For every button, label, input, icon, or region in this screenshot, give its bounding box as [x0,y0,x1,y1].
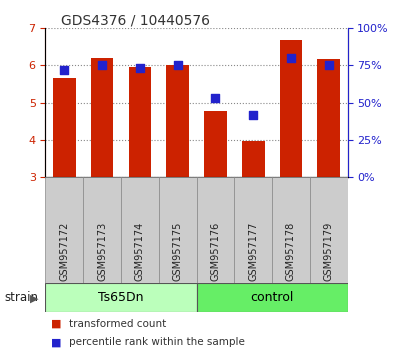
Text: GSM957177: GSM957177 [248,222,258,281]
Text: strain: strain [4,291,38,304]
Bar [204,111,227,177]
Text: Ts65Dn: Ts65Dn [98,291,144,304]
Bar [197,177,234,283]
Bar [280,40,302,177]
Text: percentile rank within the sample: percentile rank within the sample [69,337,245,347]
Bar [318,59,340,177]
Bar [234,177,272,283]
Text: GSM957174: GSM957174 [135,222,145,281]
Point [137,65,143,71]
Text: GSM957173: GSM957173 [97,222,107,281]
Text: ■: ■ [51,337,62,347]
Bar [121,177,159,283]
Bar [53,79,76,177]
Point [99,63,105,68]
Bar [83,177,121,283]
Bar [242,141,265,177]
Text: transformed count: transformed count [69,319,166,329]
Point [61,67,68,73]
Text: GSM957176: GSM957176 [211,222,220,281]
Bar [197,283,348,312]
Text: GSM957175: GSM957175 [173,222,182,281]
Point [212,95,218,101]
Bar [166,65,189,177]
Text: ■: ■ [51,319,62,329]
Text: GDS4376 / 10440576: GDS4376 / 10440576 [60,13,209,27]
Text: control: control [250,291,294,304]
Bar [45,283,197,312]
Text: GSM957172: GSM957172 [59,222,69,281]
Text: ▶: ▶ [30,294,38,304]
Point [325,63,332,68]
Point [175,63,181,68]
Point [288,55,294,61]
Point [250,112,256,118]
Text: GSM957178: GSM957178 [286,222,296,281]
Bar [128,67,151,177]
Bar [272,177,310,283]
Text: GSM957179: GSM957179 [324,222,334,281]
Bar [45,177,83,283]
Bar [159,177,197,283]
Bar [310,177,348,283]
Bar [91,58,113,177]
